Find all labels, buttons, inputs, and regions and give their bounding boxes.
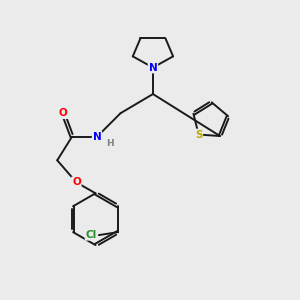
Text: N: N bbox=[148, 63, 157, 73]
Text: Cl: Cl bbox=[85, 230, 97, 240]
Text: S: S bbox=[195, 130, 202, 140]
Text: O: O bbox=[59, 108, 68, 118]
Text: N: N bbox=[93, 132, 101, 142]
Text: H: H bbox=[106, 139, 114, 148]
Text: O: O bbox=[72, 177, 81, 188]
